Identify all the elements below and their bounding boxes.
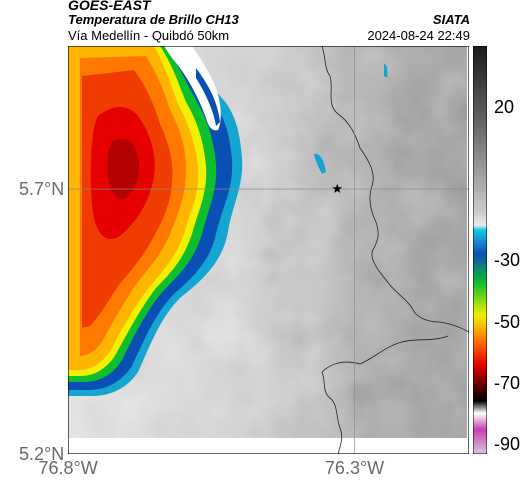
organization-label: SIATA (432, 12, 470, 27)
colorbar-tick-label: -90 (494, 434, 521, 455)
product-title: Temperatura de Brillo CH13 (68, 12, 239, 27)
cold-cloud-system (68, 46, 388, 396)
route-subtitle: Vía Medellín - Quibdó 50km (68, 28, 230, 43)
x-tick-label: 76.3°W (324, 458, 385, 478)
colorbar (473, 46, 487, 454)
x-tick-label: 76.8°W (38, 458, 98, 478)
colorbar-tick-label: 20 (494, 96, 515, 117)
brightness-temperature-map[interactable]: ★ (68, 46, 469, 454)
region-borders (321, 46, 469, 454)
colorbar-tick-label: -70 (494, 372, 521, 393)
datetime-label: 2024-08-24 22:49 (367, 28, 470, 43)
y-tick-label: 5.7°N (19, 178, 65, 199)
colorbar-tick-label: -30 (494, 250, 521, 271)
star-icon[interactable]: ★ (331, 181, 343, 196)
graticule (68, 46, 469, 454)
satellite-title: GOES-EAST (68, 0, 151, 13)
colorbar-tick-label: -50 (494, 311, 521, 332)
y-tick-label: 5.2°N (19, 443, 65, 464)
